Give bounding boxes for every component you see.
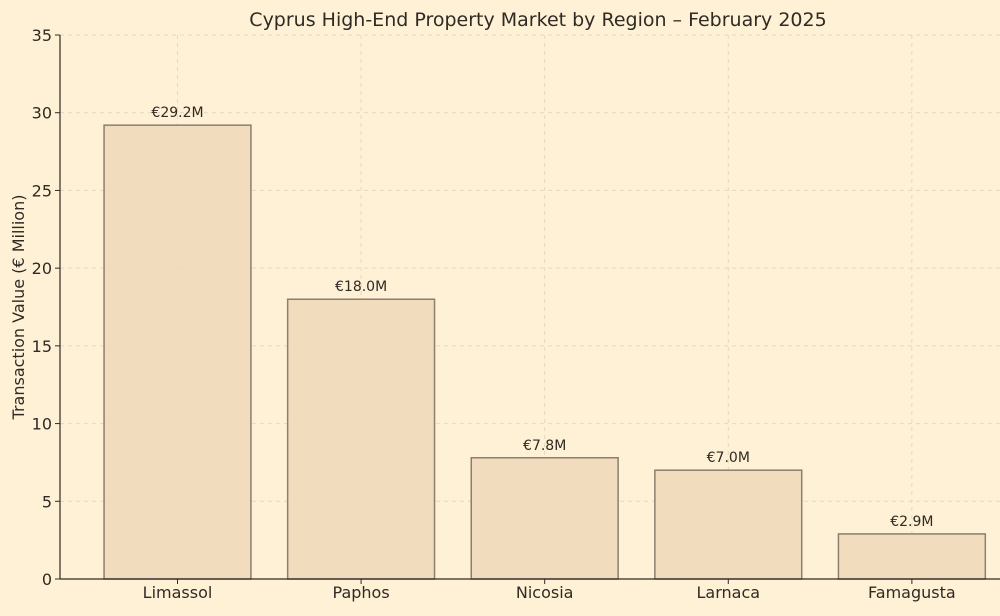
labels: 0 5 10 15 20 25 30 35 €29.2M Limassol €18.0M Paphos… [32,26,956,602]
y-axis-label: Transaction Value (€ Million) [9,195,28,421]
x-tick-label: Larnaca [697,583,761,602]
y-tick-label: 30 [32,104,52,123]
axes [55,34,1000,584]
y-tick-label: 10 [32,415,52,434]
bar-famagusta [837,533,987,580]
y-tick-label: 35 [32,26,52,45]
bars [103,124,987,580]
chart-title: Cyprus High-End Property Market by Regio… [249,9,826,31]
y-tick-label: 0 [42,570,52,589]
bar-paphos [286,298,436,580]
data-label: €7.0M [707,450,750,466]
bar-nicosia [470,457,619,580]
bar-larnaca [654,469,803,580]
data-label: €2.9M [890,514,933,530]
y-tick-label: 5 [42,492,52,511]
x-tick-label: Nicosia [516,583,574,602]
data-label: €29.2M [151,105,203,121]
y-tick-label: 20 [32,259,52,278]
y-tick-label: 25 [32,181,52,200]
x-tick-label: Limassol [143,583,213,602]
y-tick-label: 15 [32,337,52,356]
x-tick-label: Famagusta [868,583,956,602]
bar-limassol [103,124,252,580]
data-label: €7.8M [523,438,566,454]
data-label: €18.0M [335,279,387,295]
x-tick-label: Paphos [333,583,390,602]
